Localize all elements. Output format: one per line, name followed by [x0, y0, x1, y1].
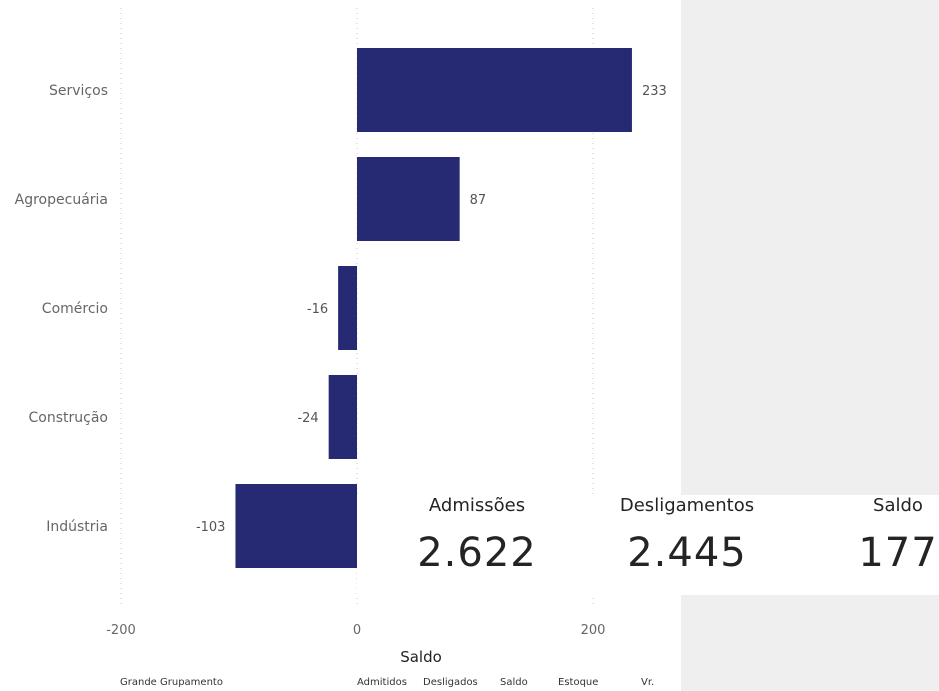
kpi-admissoes-title: Admissões	[428, 495, 526, 516]
category-label-1: Agropecuária	[15, 192, 108, 208]
bar-0	[357, 48, 632, 132]
kpi-strip: Admissões 2.622 Desligamentos 2.445 Sald…	[357, 495, 939, 595]
x-tick-label-1: 0	[353, 623, 361, 638]
bar-1	[357, 157, 460, 241]
bar-3	[328, 375, 357, 459]
data-label-1: 87	[470, 193, 487, 208]
category-label-3: Construção	[29, 410, 108, 426]
x-axis-title: Saldo	[400, 648, 442, 666]
bar-4	[235, 484, 357, 568]
data-label-0: 233	[642, 84, 667, 99]
column-header-estoque[interactable]: Estoque	[558, 677, 599, 688]
category-label-2: Comércio	[42, 301, 108, 317]
column-header-grande-grupamento[interactable]: Grande Grupamento	[120, 677, 223, 688]
column-header-vr[interactable]: Vr.	[641, 677, 655, 688]
saldo-bar-chart: Serviços 233 Agropecuária 87 Comércio -16 Cons…	[15, 8, 667, 666]
column-header-admitidos[interactable]: Admitidos	[357, 677, 407, 688]
data-label-2: -16	[307, 302, 328, 317]
kpi-saldo-title: Saldo	[873, 495, 923, 516]
table-header: Grande Grupamento Admitidos Desligados S…	[0, 675, 681, 691]
kpi-desligamentos-value: 2.445	[627, 530, 747, 576]
kpi-saldo: Saldo 177	[857, 495, 939, 576]
category-label-4: Indústria	[46, 519, 108, 535]
category-label-0: Serviços	[49, 83, 108, 99]
x-tick-label-0: -200	[106, 623, 136, 638]
kpi-admissoes: Admissões 2.622	[412, 495, 542, 576]
column-header-desligados[interactable]: Desligados	[423, 677, 478, 688]
kpi-admissoes-value: 2.622	[417, 530, 537, 576]
bar-2	[338, 266, 357, 350]
x-tick-label-2: 200	[581, 623, 606, 638]
column-header-saldo[interactable]: Saldo	[500, 677, 528, 688]
kpi-desligamentos: Desligamentos 2.445	[612, 495, 762, 576]
kpi-desligamentos-title: Desligamentos	[619, 495, 755, 516]
data-label-4: -103	[196, 520, 226, 535]
data-label-3: -24	[297, 411, 318, 426]
kpi-saldo-value: 177	[858, 530, 938, 576]
